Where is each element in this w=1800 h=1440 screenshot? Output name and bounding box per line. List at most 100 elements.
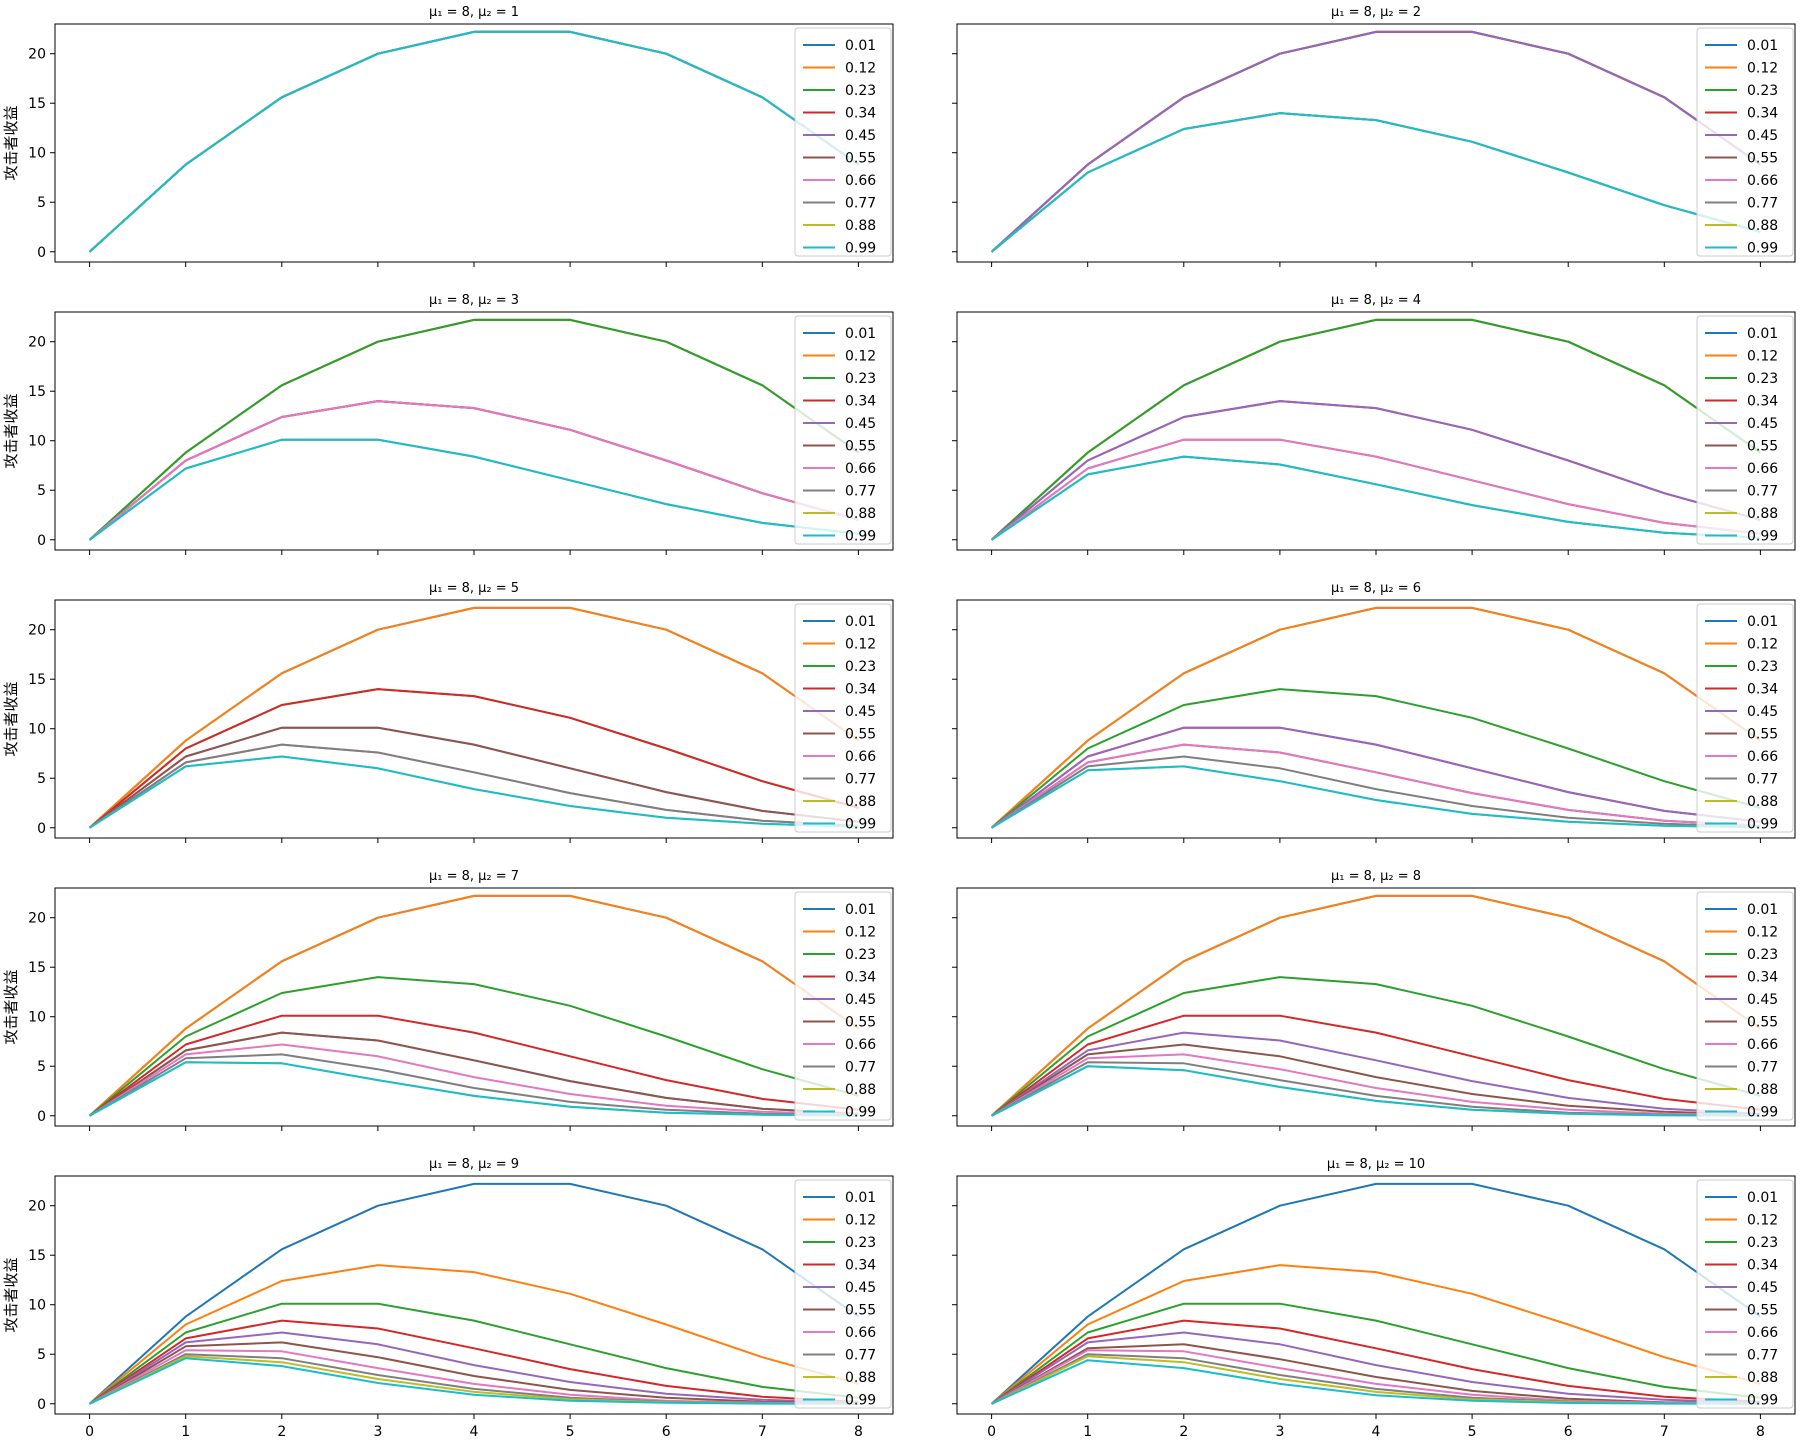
legend-label: 0.88 [1747,1082,1778,1098]
series-line-0-45 [89,1331,859,1405]
y-tick-label: 15 [28,384,46,400]
legend: 0.01 0.12 0.23 0.34 0.45 0.55 0.66 0.77 0.88 0.99 [794,315,892,545]
legend: 0.01 0.12 0.23 0.34 0.45 0.55 0.66 0.77 0.88 0.99 [1696,315,1794,545]
legend-label: 0.23 [1747,371,1778,387]
series-line-0-77 [990,112,1761,253]
legend-label: 0.01 [845,902,876,918]
subplot-title: μ₁ = 8, μ₂ = 1 [429,5,519,20]
y-tick-label: 15 [28,672,46,688]
legend-box [1696,315,1794,545]
subplot-10: μ₁ = 8, μ₂ = 10012345678攻击目标数量0.010.120.… [952,1157,1796,1440]
y-tick-label: 10 [28,146,46,162]
series-line-0-01 [990,318,1761,541]
y-tick-label: 15 [28,1248,46,1264]
legend-box [794,891,892,1121]
legend-label: 0.55 [845,151,876,167]
subplot-7: μ₁ = 8, μ₂ = 705101520攻击者收益0.010.120.230… [2,869,894,1131]
series-line-0-01 [88,1182,859,1405]
legend-box [1696,1179,1794,1409]
y-tick-label: 0 [37,1397,46,1413]
y-tick-label: 0 [37,1109,46,1125]
series-line-0-12 [88,318,859,541]
series-line-0-99 [991,1065,1761,1117]
series-layer [88,30,859,253]
subplot-title: μ₁ = 8, μ₂ = 6 [1331,581,1421,596]
legend-label: 0.66 [1747,749,1778,765]
series-line-0-99 [89,755,859,829]
y-tick-label: 20 [28,911,46,927]
legend-label: 0.23 [1747,659,1778,675]
legend-label: 0.55 [845,727,876,743]
legend-label: 0.01 [1747,1190,1778,1206]
legend-label: 0.66 [1747,461,1778,477]
legend-label: 0.99 [1747,529,1778,545]
series-line-0-12 [88,894,859,1117]
legend: 0.01 0.12 0.23 0.34 0.45 0.55 0.66 0.77 0.88 0.99 [1696,891,1794,1121]
series-line-0-45 [990,30,1761,253]
y-axis-label: 攻击者收益 [2,969,20,1044]
series-line-0-12 [88,30,859,253]
series-line-0-45 [89,1031,859,1117]
legend-label: 0.45 [1747,1280,1778,1296]
y-tick-label: 20 [28,1199,46,1215]
series-line-0-88 [991,455,1761,541]
plot-frame [956,887,1796,1127]
legend-label: 0.01 [845,326,876,342]
legend-label: 0.12 [1747,1213,1778,1229]
series-line-0-34 [89,1014,859,1117]
series-line-0-66 [88,30,859,253]
subplot-title: μ₁ = 8, μ₂ = 4 [1331,293,1421,308]
series-layer [88,894,859,1117]
subplot-title: μ₁ = 8, μ₂ = 7 [429,869,519,884]
legend-label: 0.99 [1747,817,1778,833]
legend-label: 0.34 [845,682,876,698]
x-tick-label: 0 [85,1424,94,1440]
series-line-0-88 [89,1061,859,1117]
legend-label: 0.01 [1747,614,1778,630]
legend-label: 0.99 [845,529,876,545]
legend-label: 0.77 [1747,1348,1778,1364]
plot-frame [956,1175,1796,1415]
legend-label: 0.99 [845,1105,876,1121]
legend-label: 0.12 [845,349,876,365]
legend-label: 0.12 [1747,925,1778,941]
y-axis-label: 攻击者收益 [2,393,20,468]
subplot-title: μ₁ = 8, μ₂ = 10 [1327,1157,1425,1172]
legend-label: 0.66 [1747,173,1778,189]
y-tick-label: 10 [28,434,46,450]
subplot-8: μ₁ = 8, μ₂ = 80.010.120.230.340.450.550.… [952,869,1796,1131]
legend: 0.01 0.12 0.23 0.34 0.45 0.55 0.66 0.77 0.88 0.99 [794,891,892,1121]
legend-label: 0.55 [845,439,876,455]
legend: 0.01 0.12 0.23 0.34 0.45 0.55 0.66 0.77 0.88 0.99 [1696,603,1794,833]
series-layer [88,1182,859,1405]
legend-label: 0.66 [845,173,876,189]
legend-label: 0.55 [1747,151,1778,167]
x-tick-label: 7 [1660,1424,1669,1440]
series-line-0-55 [991,438,1761,541]
series-line-0-01 [990,1182,1761,1405]
legend: 0.01 0.12 0.23 0.34 0.45 0.55 0.66 0.77 0.88 0.99 [794,603,892,833]
legend-label: 0.12 [1747,637,1778,653]
series-line-0-77 [991,755,1761,829]
legend-label: 0.23 [845,659,876,675]
y-tick-label: 0 [37,533,46,549]
y-axis-label: 攻击者收益 [2,105,20,180]
series-line-0-01 [990,894,1761,1117]
x-tick-label: 4 [470,1424,479,1440]
series-layer [990,318,1761,541]
y-tick-label: 0 [37,245,46,261]
legend-label: 0.99 [1747,241,1778,257]
series-line-0-45 [991,1031,1761,1117]
series-line-0-23 [990,30,1761,253]
legend-label: 0.12 [845,637,876,653]
legend-label: 0.55 [1747,727,1778,743]
plot-frame [54,599,894,839]
legend-label: 0.88 [1747,794,1778,810]
series-line-0-12 [990,606,1761,829]
y-tick-label: 5 [37,1059,46,1075]
legend-label: 0.34 [845,970,876,986]
legend-label: 0.99 [845,817,876,833]
series-line-0-77 [89,1353,859,1405]
subplot-4: μ₁ = 8, μ₂ = 4 0.010.120.230.340.450.550.… [952,293,1796,555]
x-tick-label: 2 [1179,1424,1188,1440]
